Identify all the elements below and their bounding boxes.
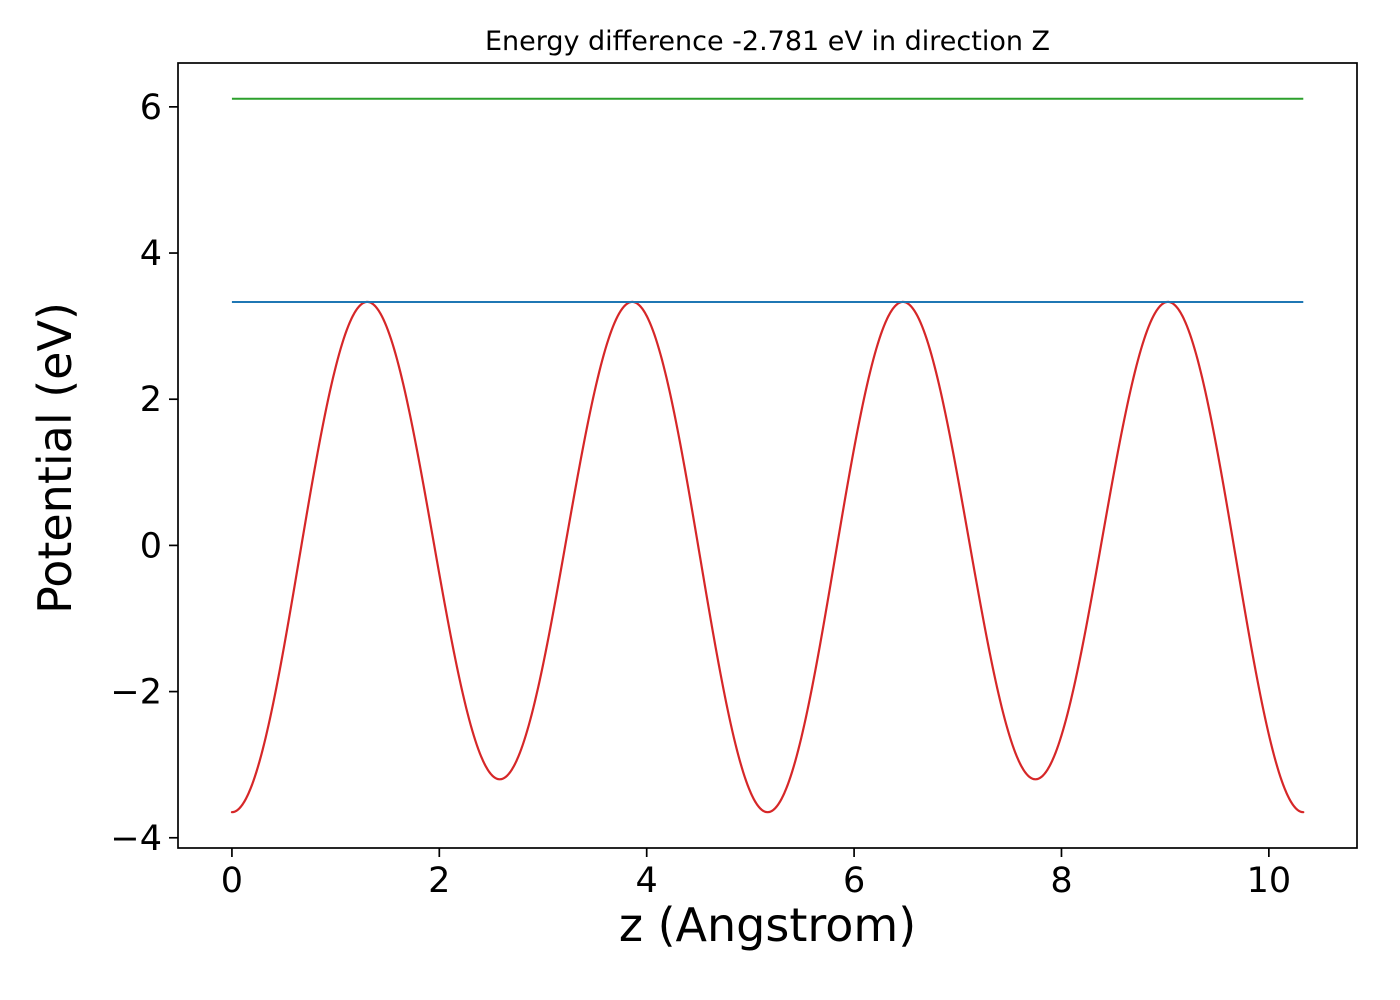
y-tick-label: −2 bbox=[110, 673, 162, 713]
y-tick-label: −4 bbox=[110, 819, 162, 859]
x-axis-label: z (Angstrom) bbox=[618, 898, 917, 952]
x-tick-label: 10 bbox=[1247, 861, 1292, 901]
x-tick-label: 8 bbox=[1050, 861, 1072, 901]
y-tick-label: 0 bbox=[140, 526, 162, 566]
x-tick-label: 6 bbox=[843, 861, 865, 901]
x-tick-label: 0 bbox=[221, 861, 243, 901]
x-tick-label: 4 bbox=[636, 861, 658, 901]
x-tick-label: 2 bbox=[428, 861, 450, 901]
axes-box bbox=[177, 62, 1358, 849]
planar-average-potential-curve bbox=[230, 300, 1305, 814]
y-tick-label: 4 bbox=[140, 234, 162, 274]
chart-title: Energy difference -2.781 eV in direction… bbox=[484, 26, 1051, 57]
y-axis-label: Potential (eV) bbox=[28, 302, 82, 614]
y-tick-label: 2 bbox=[140, 380, 162, 420]
y-tick-label: 6 bbox=[140, 88, 162, 128]
